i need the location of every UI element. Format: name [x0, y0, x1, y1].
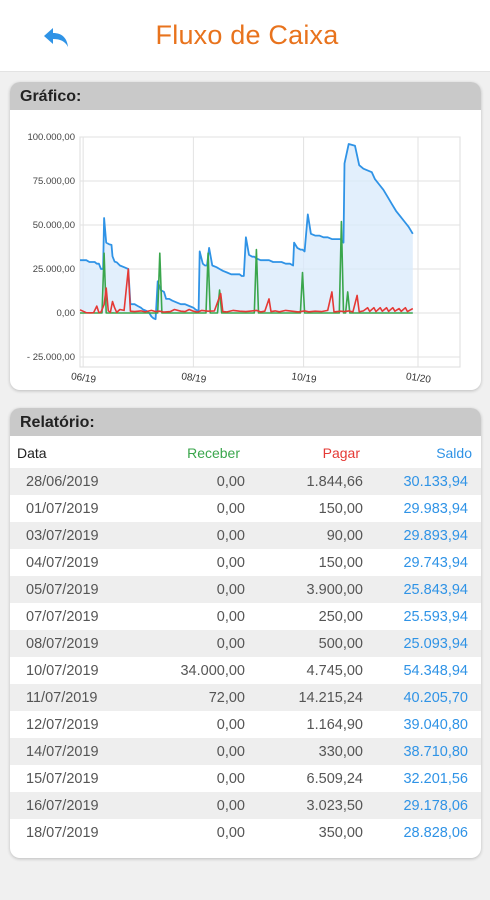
- cell-saldo: 30.133,94: [403, 474, 468, 490]
- column-header-pagar: Pagar: [322, 445, 360, 461]
- cell-pagar: 150,00: [318, 555, 363, 571]
- cell-saldo: 28.828,06: [403, 825, 468, 841]
- chart-section-title: Gráfico:: [10, 82, 481, 110]
- table-row[interactable]: 28/06/2019 0,00 1.844,66 30.133,94: [10, 468, 481, 495]
- cell-pagar: 1.844,66: [306, 474, 363, 490]
- cell-date: 14/07/2019: [26, 744, 99, 760]
- cell-receber: 0,00: [216, 744, 245, 760]
- table-row[interactable]: 14/07/2019 0,00 330,00 38.710,80: [10, 738, 481, 765]
- chart-card: Gráfico: 100.000,00 75.000,00 50.000,00 25.…: [10, 82, 481, 390]
- back-arrow-icon: [44, 28, 68, 47]
- x-tick-label: 08/19: [181, 371, 208, 385]
- table-header: Data Receber Pagar Saldo: [10, 438, 481, 468]
- cell-saldo: 40.205,70: [403, 690, 468, 706]
- cell-pagar: 90,00: [326, 528, 363, 544]
- cell-saldo: 54.348,94: [403, 663, 468, 679]
- cell-date: 10/07/2019: [26, 663, 99, 679]
- table-row[interactable]: 12/07/2019 0,00 1.164,90 39.040,80: [10, 711, 481, 738]
- cell-date: 16/07/2019: [26, 798, 99, 814]
- cell-receber: 0,00: [216, 717, 245, 733]
- cell-saldo: 39.040,80: [403, 717, 468, 733]
- app-header: Fluxo de Caixa: [0, 0, 490, 72]
- series-line-receber: [80, 220, 413, 314]
- cell-date: 28/06/2019: [26, 474, 99, 490]
- report-table: Data Receber Pagar Saldo 28/06/2019 0,00 1…: [10, 438, 481, 846]
- series-line-pagar: [79, 268, 414, 314]
- table-row[interactable]: 18/07/2019 0,00 350,00 28.828,06: [10, 819, 481, 846]
- cell-receber: 0,00: [216, 528, 245, 544]
- y-tick-label: 100.000,00: [27, 132, 75, 143]
- column-header-saldo: Saldo: [436, 445, 472, 461]
- cell-saldo: 38.710,80: [403, 744, 468, 760]
- series-area-saldo: [80, 144, 413, 320]
- y-tick-label: 50.000,00: [33, 220, 75, 231]
- cell-receber: 0,00: [216, 474, 245, 490]
- cell-saldo: 29.743,94: [403, 555, 468, 571]
- table-row[interactable]: 16/07/2019 0,00 3.023,50 29.178,06: [10, 792, 481, 819]
- table-row[interactable]: 03/07/2019 0,00 90,00 29.893,94: [10, 522, 481, 549]
- cell-date: 01/07/2019: [26, 501, 99, 517]
- cashflow-chart: 100.000,00 75.000,00 50.000,00 25.000,00 0,0…: [27, 132, 461, 386]
- cell-date: 07/07/2019: [26, 609, 99, 625]
- column-header-receber: Receber: [187, 445, 240, 461]
- y-tick-label: - 25.000,00: [27, 352, 75, 363]
- cell-pagar: 250,00: [318, 609, 363, 625]
- x-tick-label: 01/20: [405, 371, 432, 385]
- cell-receber: 0,00: [216, 825, 245, 841]
- cell-saldo: 25.843,94: [403, 582, 468, 598]
- cell-receber: 0,00: [216, 798, 245, 814]
- cell-receber: 0,00: [216, 771, 245, 787]
- cell-pagar: 350,00: [318, 825, 363, 841]
- cell-receber: 72,00: [208, 690, 245, 706]
- cell-date: 15/07/2019: [26, 771, 99, 787]
- cell-date: 08/07/2019: [26, 636, 99, 652]
- y-tick-label: 75.000,00: [33, 176, 75, 187]
- cell-date: 12/07/2019: [26, 717, 99, 733]
- table-row[interactable]: 15/07/2019 0,00 6.509,24 32.201,56: [10, 765, 481, 792]
- cell-pagar: 150,00: [318, 501, 363, 517]
- cell-receber: 0,00: [216, 609, 245, 625]
- table-row[interactable]: 11/07/2019 72,00 14.215,24 40.205,70: [10, 684, 481, 711]
- cell-saldo: 29.983,94: [403, 501, 468, 517]
- cell-pagar: 4.745,00: [306, 663, 363, 679]
- cell-receber: 0,00: [216, 555, 245, 571]
- y-tick-label: 0,00: [57, 308, 76, 319]
- cell-receber: 0,00: [216, 501, 245, 517]
- table-row[interactable]: 10/07/2019 34.000,00 4.745,00 54.348,94: [10, 657, 481, 684]
- cell-receber: 0,00: [216, 582, 245, 598]
- table-row[interactable]: 01/07/2019 0,00 150,00 29.983,94: [10, 495, 481, 522]
- x-tick-label: 10/19: [291, 371, 318, 385]
- cell-saldo: 29.893,94: [403, 528, 468, 544]
- cell-pagar: 6.509,24: [306, 771, 363, 787]
- cell-saldo: 32.201,56: [403, 771, 468, 787]
- column-header-date: Data: [17, 445, 47, 461]
- table-row[interactable]: 08/07/2019 0,00 500,00 25.093,94: [10, 630, 481, 657]
- cell-pagar: 3.023,50: [306, 798, 363, 814]
- cell-pagar: 330,00: [318, 744, 363, 760]
- y-tick-label: 25.000,00: [33, 264, 75, 275]
- cell-pagar: 1.164,90: [306, 717, 363, 733]
- table-row[interactable]: 07/07/2019 0,00 250,00 25.593,94: [10, 603, 481, 630]
- table-row[interactable]: 05/07/2019 0,00 3.900,00 25.843,94: [10, 576, 481, 603]
- table-body: 28/06/2019 0,00 1.844,66 30.133,94 01/07/201…: [10, 468, 481, 846]
- back-button[interactable]: [36, 20, 76, 54]
- cell-date: 03/07/2019: [26, 528, 99, 544]
- cell-date: 11/07/2019: [26, 690, 98, 706]
- cell-pagar: 3.900,00: [306, 582, 363, 598]
- table-row[interactable]: 04/07/2019 0,00 150,00 29.743,94: [10, 549, 481, 576]
- cell-date: 04/07/2019: [26, 555, 99, 571]
- cell-date: 18/07/2019: [26, 825, 99, 841]
- cell-receber: 34.000,00: [180, 663, 245, 679]
- cell-saldo: 25.593,94: [403, 609, 468, 625]
- cell-pagar: 500,00: [318, 636, 363, 652]
- report-section-title: Relatório:: [10, 408, 481, 436]
- report-card: Relatório: Data Receber Pagar Saldo 28/0…: [10, 408, 481, 858]
- cell-saldo: 29.178,06: [403, 798, 468, 814]
- cell-pagar: 14.215,24: [298, 690, 363, 706]
- x-tick-label: 06/19: [70, 371, 97, 385]
- cell-saldo: 25.093,94: [403, 636, 468, 652]
- page-title: Fluxo de Caixa: [155, 20, 339, 50]
- cell-date: 05/07/2019: [26, 582, 99, 598]
- cell-receber: 0,00: [216, 636, 245, 652]
